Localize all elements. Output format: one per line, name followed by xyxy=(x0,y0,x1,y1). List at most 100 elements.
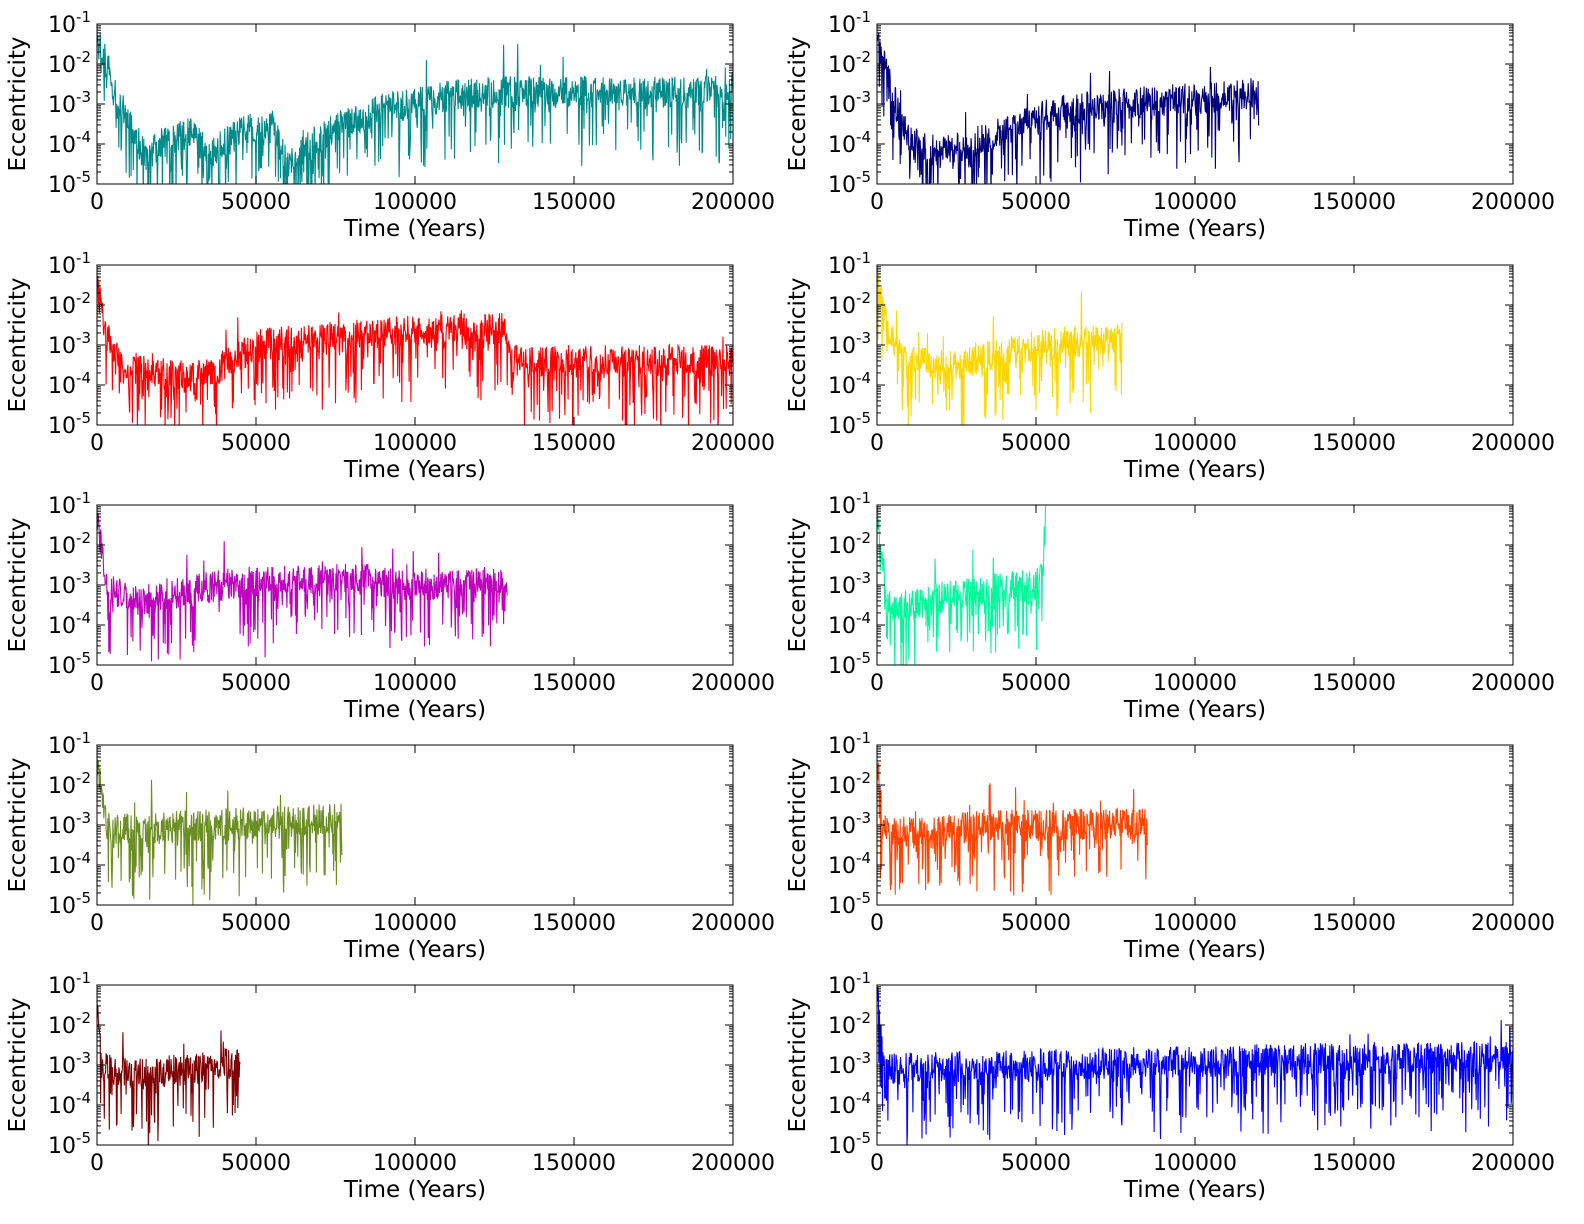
y-tick-label: 10-1 xyxy=(48,729,91,759)
x-axis-label: Time (Years) xyxy=(1123,216,1266,242)
x-tick-label: 0 xyxy=(870,431,884,456)
x-tick-label: 150000 xyxy=(1312,911,1396,936)
y-axis-label: Eccentricity xyxy=(785,517,811,652)
series-line xyxy=(877,986,1513,1145)
y-tick-label: 10-1 xyxy=(828,489,871,519)
y-tick-label: 10-5 xyxy=(48,649,91,679)
x-tick-label: 50000 xyxy=(221,671,291,696)
subplot-row5-right: 0 50000 100000 150000 200000 10-5 10-4 10-3 10-2… xyxy=(785,969,1555,1203)
x-tick-label: 50000 xyxy=(1001,671,1071,696)
x-tick-label: 0 xyxy=(870,1151,884,1176)
x-tick-label: 100000 xyxy=(373,190,457,215)
y-tick-label: 10-5 xyxy=(828,168,871,198)
x-tick-label: 100000 xyxy=(373,671,457,696)
x-tick-label: 100000 xyxy=(1153,190,1237,215)
y-tick-label: 10-3 xyxy=(828,809,871,839)
y-tick-label: 10-3 xyxy=(48,1049,91,1079)
x-tick-label: 200000 xyxy=(1471,911,1555,936)
y-tick-label: 10-4 xyxy=(48,369,91,399)
x-tick-label: 50000 xyxy=(1001,911,1071,936)
series-line xyxy=(877,505,1047,665)
y-axis-label: Eccentricity xyxy=(785,997,811,1132)
x-tick-label: 200000 xyxy=(1471,431,1555,456)
y-tick-label: 10-4 xyxy=(828,369,871,399)
subplot-row3-right: 0 50000 100000 150000 200000 10-5 10-4 10-3 10-2… xyxy=(785,489,1555,723)
x-axis-label: Time (Years) xyxy=(1123,1177,1266,1203)
x-tick-label: 150000 xyxy=(1312,1151,1396,1176)
x-tick-label: 0 xyxy=(870,911,884,936)
y-tick-label: 10-2 xyxy=(48,1009,91,1039)
y-tick-label: 10-4 xyxy=(48,609,91,639)
y-tick-label: 10-5 xyxy=(48,1129,91,1159)
x-tick-label: 100000 xyxy=(373,431,457,456)
y-tick-label: 10-2 xyxy=(48,529,91,559)
y-tick-label: 10-1 xyxy=(48,969,91,999)
x-tick-label: 150000 xyxy=(1312,190,1396,215)
y-tick-label: 10-5 xyxy=(828,649,871,679)
y-axis-label: Eccentricity xyxy=(785,757,811,892)
x-axis-label: Time (Years) xyxy=(1123,697,1266,723)
y-tick-label: 10-2 xyxy=(828,769,871,799)
y-tick-label: 10-5 xyxy=(48,889,91,919)
y-tick-label: 10-2 xyxy=(48,289,91,319)
x-tick-label: 200000 xyxy=(1471,1151,1555,1176)
y-tick-label: 10-4 xyxy=(48,1089,91,1119)
x-tick-label: 50000 xyxy=(1001,1151,1071,1176)
y-axis-label: Eccentricity xyxy=(5,277,31,412)
x-tick-label: 0 xyxy=(870,190,884,215)
x-tick-label: 50000 xyxy=(1001,190,1071,215)
y-tick-label: 10-3 xyxy=(48,88,91,118)
x-axis-label: Time (Years) xyxy=(343,216,486,242)
x-axis-label: Time (Years) xyxy=(343,1177,486,1203)
x-tick-label: 200000 xyxy=(1471,671,1555,696)
y-tick-label: 10-2 xyxy=(828,1009,871,1039)
y-tick-label: 10-1 xyxy=(828,729,871,759)
y-tick-label: 10-5 xyxy=(828,1129,871,1159)
series-line xyxy=(97,32,733,184)
x-tick-label: 200000 xyxy=(691,1151,775,1176)
x-tick-label: 100000 xyxy=(373,1151,457,1176)
x-tick-label: 200000 xyxy=(691,431,775,456)
x-tick-label: 0 xyxy=(90,190,104,215)
x-axis-label: Time (Years) xyxy=(343,937,486,963)
x-axis-label: Time (Years) xyxy=(343,457,486,483)
x-tick-label: 50000 xyxy=(221,190,291,215)
subplot-row4-right: 0 50000 100000 150000 200000 10-5 10-4 10-3 10-2… xyxy=(785,729,1555,963)
y-axis-label: Eccentricity xyxy=(5,36,31,171)
y-tick-label: 10-4 xyxy=(828,128,871,158)
y-tick-label: 10-1 xyxy=(828,969,871,999)
subplot-row3-left: 0 50000 100000 150000 200000 10-5 10-4 10-3 10-2… xyxy=(5,489,775,723)
subplot-row1-left: 0 50000 100000 150000 200000 10-5 10-4 10-3 10-2… xyxy=(5,8,775,242)
x-tick-label: 50000 xyxy=(1001,431,1071,456)
y-tick-label: 10-4 xyxy=(48,849,91,879)
x-tick-label: 150000 xyxy=(532,911,616,936)
y-tick-label: 10-3 xyxy=(48,329,91,359)
x-tick-label: 0 xyxy=(90,671,104,696)
series-line xyxy=(877,33,1260,184)
y-axis-label: Eccentricity xyxy=(5,757,31,892)
subplot-row2-right: 0 50000 100000 150000 200000 10-5 10-4 10-3 10-2… xyxy=(785,249,1555,483)
y-tick-label: 10-2 xyxy=(48,769,91,799)
y-tick-label: 10-3 xyxy=(828,329,871,359)
x-tick-label: 150000 xyxy=(1312,431,1396,456)
y-tick-label: 10-3 xyxy=(828,88,871,118)
y-tick-label: 10-4 xyxy=(828,609,871,639)
y-tick-label: 10-2 xyxy=(828,529,871,559)
y-axis-label: Eccentricity xyxy=(5,997,31,1132)
y-tick-label: 10-2 xyxy=(48,48,91,78)
x-tick-label: 100000 xyxy=(1153,1151,1237,1176)
y-tick-label: 10-4 xyxy=(828,1089,871,1119)
series-line xyxy=(877,760,1148,896)
y-tick-label: 10-4 xyxy=(828,849,871,879)
axes-frame xyxy=(876,744,1514,906)
x-tick-label: 0 xyxy=(870,671,884,696)
x-tick-label: 150000 xyxy=(532,431,616,456)
y-tick-label: 10-5 xyxy=(48,168,91,198)
subplot-row5-left: 0 50000 100000 150000 200000 10-5 10-4 10-3 10-2… xyxy=(5,969,775,1203)
y-axis-label: Eccentricity xyxy=(785,36,811,171)
y-tick-label: 10-5 xyxy=(828,409,871,439)
y-tick-label: 10-3 xyxy=(48,569,91,599)
x-tick-label: 100000 xyxy=(1153,671,1237,696)
x-tick-label: 100000 xyxy=(373,911,457,936)
